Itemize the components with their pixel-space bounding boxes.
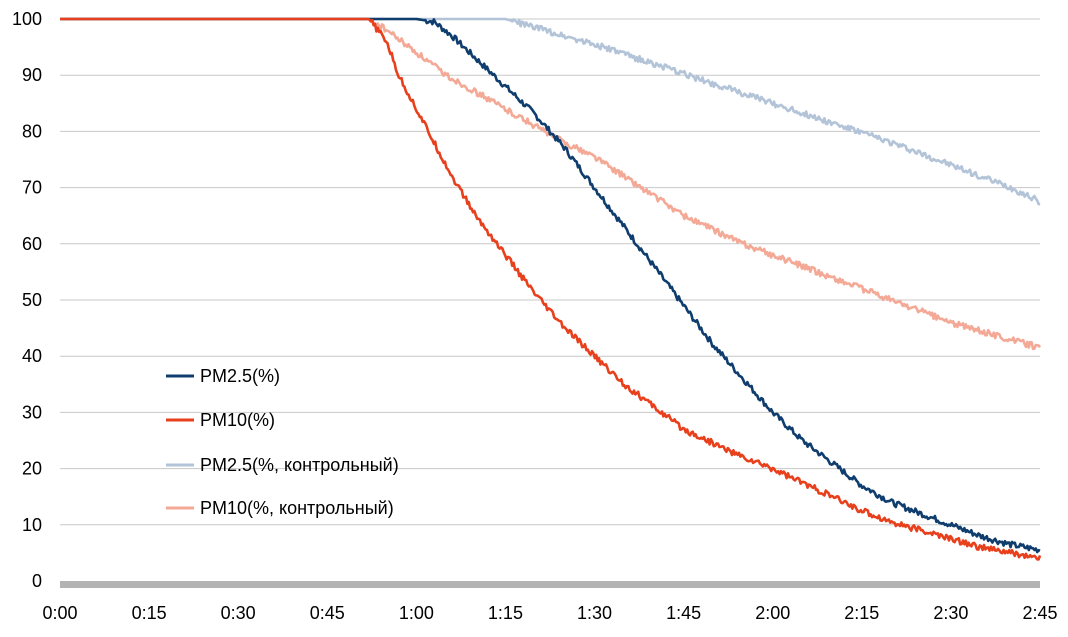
x-tick-label: 1:30 bbox=[577, 603, 612, 623]
y-tick-label: 80 bbox=[22, 121, 42, 141]
legend: PM2.5(%) PM10(%) PM2.5(%, контрольный) PM10… bbox=[166, 366, 399, 518]
y-tick-label: 0 bbox=[32, 571, 42, 591]
legend-label: PM10(%, контрольный) bbox=[200, 498, 394, 518]
x-tick-label: 1:45 bbox=[666, 603, 701, 623]
x-axis-tick-labels: 0:00 0:15 0:30 0:45 1:00 1:15 1:30 1:45 2:00 2:15… bbox=[42, 603, 1057, 623]
y-tick-label: 60 bbox=[22, 234, 42, 254]
y-tick-label: 90 bbox=[22, 65, 42, 85]
legend-label: PM2.5(%, контрольный) bbox=[200, 455, 399, 475]
y-tick-label: 10 bbox=[22, 515, 42, 535]
x-tick-label: 2:15 bbox=[844, 603, 879, 623]
y-tick-label: 30 bbox=[22, 402, 42, 422]
series-line-1 bbox=[60, 17, 1042, 561]
axes bbox=[60, 581, 1040, 588]
y-tick-label: 40 bbox=[22, 346, 42, 366]
grid-lines bbox=[60, 18, 1040, 526]
legend-label: PM10(%) bbox=[200, 410, 275, 430]
y-tick-label: 70 bbox=[22, 178, 42, 198]
series-line-2 bbox=[60, 17, 1041, 206]
x-tick-label: 1:15 bbox=[488, 603, 523, 623]
x-tick-label: 0:00 bbox=[42, 603, 77, 623]
x-tick-label: 0:45 bbox=[310, 603, 345, 623]
x-tick-label: 2:45 bbox=[1022, 603, 1057, 623]
y-tick-label: 20 bbox=[22, 459, 42, 479]
y-tick-label: 50 bbox=[22, 290, 42, 310]
x-tick-label: 0:30 bbox=[221, 603, 256, 623]
y-tick-label: 100 bbox=[12, 9, 42, 29]
y-axis-tick-labels: 0 10 20 30 40 50 60 70 80 90 100 bbox=[12, 9, 42, 591]
x-tick-label: 2:30 bbox=[933, 603, 968, 623]
x-tick-label: 2:00 bbox=[755, 603, 790, 623]
series-line-3 bbox=[60, 17, 1042, 351]
legend-label: PM2.5(%) bbox=[200, 366, 280, 386]
x-axis-line bbox=[60, 581, 1040, 588]
series-lines bbox=[60, 17, 1042, 561]
x-tick-label: 1:00 bbox=[399, 603, 434, 623]
x-tick-label: 0:15 bbox=[132, 603, 167, 623]
